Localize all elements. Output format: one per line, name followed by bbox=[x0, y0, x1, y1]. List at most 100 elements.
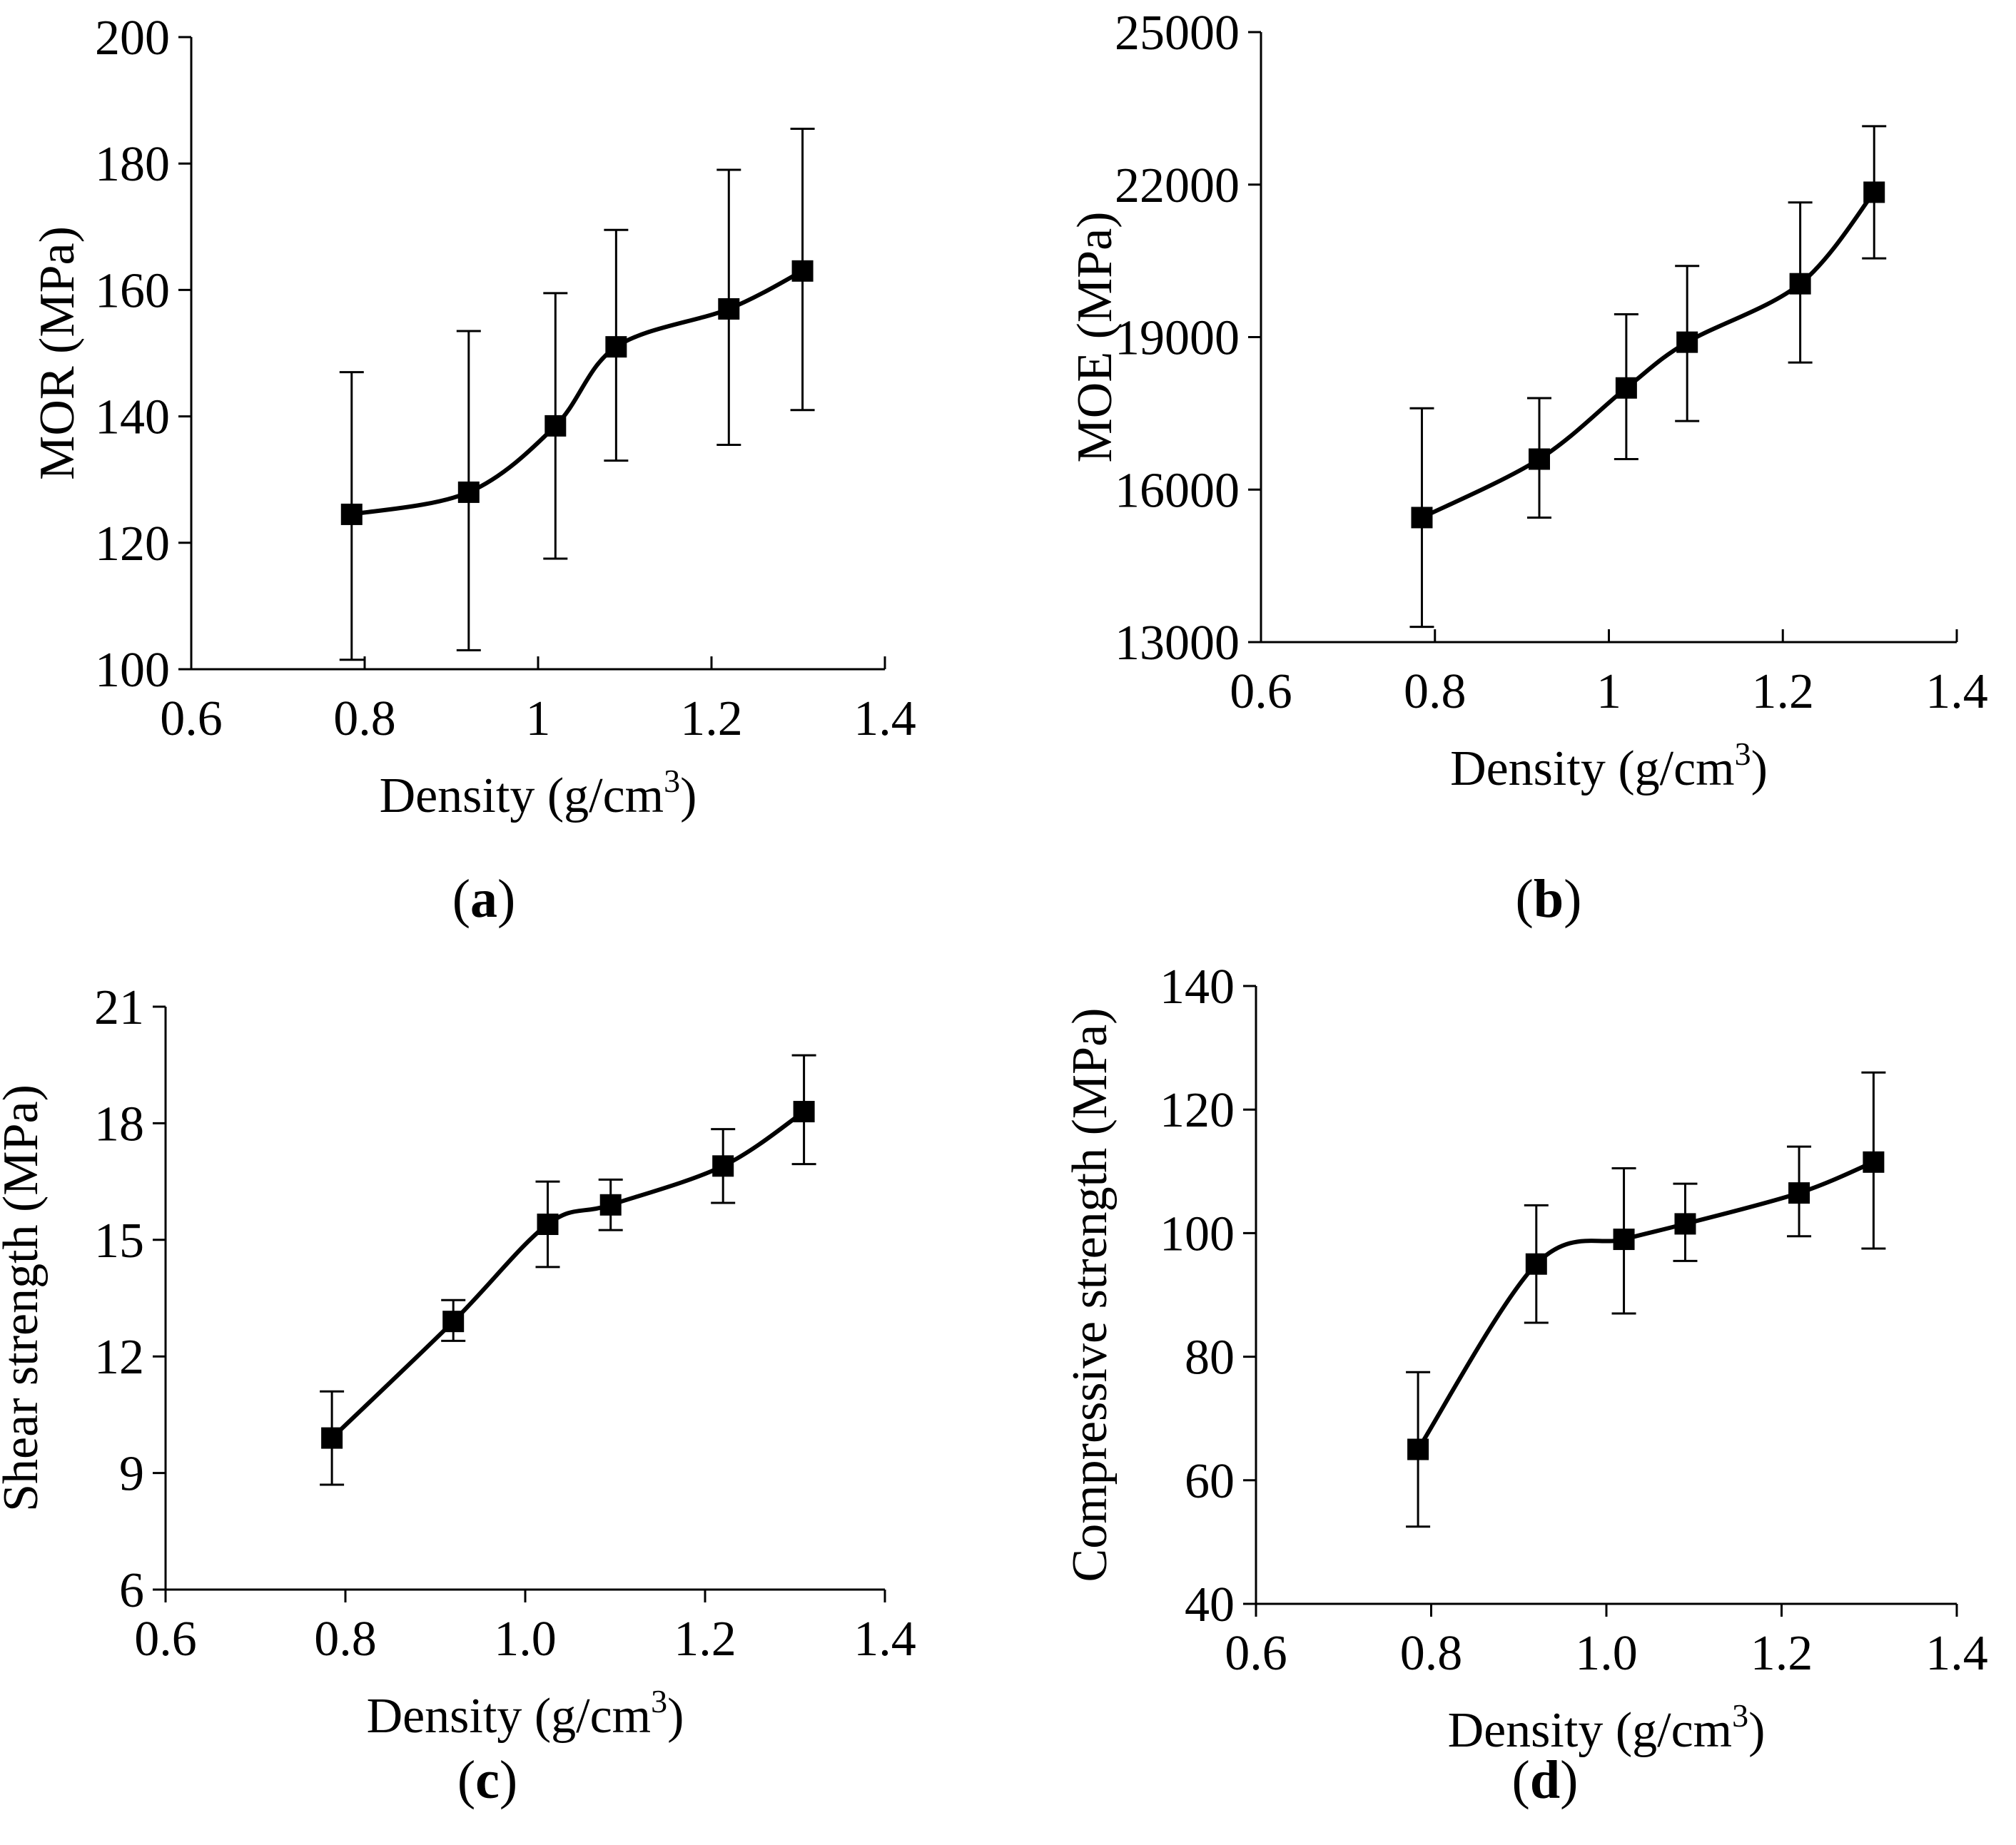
data-point-marker bbox=[599, 1194, 622, 1216]
chart-panel-c: 6 9 12 15 18 21 0.6 0.8 1.0 1.2 1.4 Density (g/cm3)… bbox=[0, 980, 916, 1810]
data-point-marker bbox=[544, 415, 567, 437]
data-point-marker bbox=[1411, 507, 1433, 529]
x-tick-label: 0.8 bbox=[314, 1612, 377, 1667]
y-tick-label: 120 bbox=[95, 517, 170, 571]
x-tick-label: 1.0 bbox=[1575, 1626, 1638, 1681]
data-point-marker bbox=[718, 298, 740, 320]
panel-label-open: ( bbox=[457, 1750, 475, 1810]
y-tick-label: 40 bbox=[1185, 1577, 1235, 1632]
panel-label: (c) bbox=[457, 1750, 517, 1810]
y-tick-label: 16000 bbox=[1115, 463, 1240, 518]
panel-label-open: ( bbox=[1512, 1750, 1530, 1810]
panel-label: (b) bbox=[1516, 869, 1582, 929]
y-tick-label: 80 bbox=[1185, 1331, 1235, 1386]
y-tick-label: 100 bbox=[1160, 1206, 1235, 1261]
panel-label-letter: c bbox=[475, 1750, 500, 1810]
y-axis-title: Compressive strength (MPa) bbox=[1063, 1008, 1118, 1582]
x-tick-label: 0.8 bbox=[1400, 1626, 1463, 1681]
data-point-marker bbox=[1788, 1182, 1810, 1204]
y-tick-label: 200 bbox=[95, 11, 170, 66]
data-point-marker bbox=[442, 1311, 465, 1333]
y-axis-title: MOR (MPa) bbox=[30, 226, 85, 480]
y-tick-label: 6 bbox=[119, 1563, 144, 1618]
y-tick-label: 21 bbox=[94, 980, 144, 1035]
data-point-marker bbox=[1674, 1213, 1696, 1235]
data-point-marker bbox=[791, 260, 814, 282]
y-tick-label: 15 bbox=[94, 1214, 144, 1269]
x-tick-label: 1.2 bbox=[674, 1612, 736, 1667]
data-point-marker bbox=[1863, 1151, 1885, 1173]
x-tick-label: 0.6 bbox=[1225, 1626, 1287, 1681]
panel-label-letter: d bbox=[1530, 1750, 1560, 1810]
y-axis-title: MOE (MPa) bbox=[1068, 212, 1123, 463]
y-tick-label: 25000 bbox=[1115, 6, 1240, 61]
x-tick-label: 1.4 bbox=[853, 691, 916, 746]
chart-panel-a: 100 120 140 160 180 200 0.6 0.8 1 1.2 1.4 Density (… bbox=[30, 11, 916, 929]
x-tick-label: 0.6 bbox=[1230, 664, 1292, 719]
y-tick-label: 140 bbox=[95, 390, 170, 445]
x-tick-label: 1.0 bbox=[494, 1612, 557, 1667]
chart-panel-b: 13000 16000 19000 22000 25000 0.6 0.8 1 1.2 1.4 De… bbox=[1068, 6, 1988, 929]
y-axis-title: Shear strength (MPa) bbox=[0, 1084, 49, 1512]
x-tick-label: 1 bbox=[1596, 664, 1621, 719]
data-point-marker bbox=[1525, 1253, 1547, 1275]
data-point-marker bbox=[1789, 273, 1811, 295]
y-tick-label: 18 bbox=[94, 1097, 144, 1152]
y-tick-label: 12 bbox=[94, 1330, 144, 1385]
x-tick-label: 1.4 bbox=[1925, 664, 1988, 719]
y-tick-label: 13000 bbox=[1115, 616, 1240, 671]
x-axis-title: Density (g/cm3) bbox=[1450, 736, 1768, 796]
data-point-marker bbox=[1613, 1229, 1635, 1251]
x-axis-title-close: ) bbox=[667, 1689, 684, 1744]
data-point-marker bbox=[1863, 181, 1885, 203]
x-tick-label: 0.8 bbox=[333, 691, 396, 746]
x-tick-label: 1.2 bbox=[1752, 664, 1815, 719]
panel-label: (a) bbox=[452, 869, 516, 929]
x-axis-title-sup: 3 bbox=[1735, 736, 1751, 772]
x-axis-title-main: Density (g/cm bbox=[367, 1689, 652, 1744]
y-tick-label: 19000 bbox=[1115, 311, 1240, 366]
panel-label: (d) bbox=[1512, 1750, 1579, 1810]
data-point-marker bbox=[1676, 331, 1698, 353]
panel-label-close: ) bbox=[500, 1750, 517, 1810]
x-axis-title-sup: 3 bbox=[664, 763, 680, 799]
data-point-marker bbox=[1529, 448, 1550, 470]
panel-label-close: ) bbox=[1564, 869, 1581, 929]
data-point-marker bbox=[712, 1155, 734, 1177]
x-axis-title: Density (g/cm3) bbox=[367, 1683, 684, 1744]
panel-label-open: ( bbox=[1516, 869, 1534, 929]
x-axis-title: Density (g/cm3) bbox=[380, 763, 697, 823]
chart-panel-d: 40 60 80 100 120 140 0.6 0.8 1.0 1.2 1.4 Density (g… bbox=[1063, 960, 1988, 1810]
data-point-marker bbox=[340, 503, 363, 525]
data-point-marker bbox=[1615, 377, 1637, 399]
y-tick-label: 100 bbox=[95, 643, 170, 698]
data-point-marker bbox=[605, 336, 627, 358]
data-point-marker bbox=[793, 1101, 815, 1123]
x-axis-title-close: ) bbox=[1748, 1703, 1765, 1758]
panel-label-close: ) bbox=[1560, 1750, 1578, 1810]
x-tick-label: 0.6 bbox=[160, 691, 223, 746]
x-axis-title-main: Density (g/cm bbox=[1450, 741, 1735, 796]
x-axis-title: Density (g/cm3) bbox=[1448, 1697, 1766, 1758]
x-axis-title-main: Density (g/cm bbox=[1448, 1703, 1733, 1758]
series-line bbox=[1421, 190, 1876, 520]
x-tick-label: 0.8 bbox=[1404, 664, 1467, 719]
panel-label-letter: b bbox=[1534, 869, 1564, 929]
x-tick-label: 1.4 bbox=[853, 1612, 916, 1667]
y-tick-label: 140 bbox=[1160, 960, 1235, 1015]
data-point-marker bbox=[321, 1427, 343, 1449]
data-point-marker bbox=[537, 1214, 559, 1236]
y-tick-label: 60 bbox=[1185, 1454, 1235, 1509]
series-line bbox=[1416, 1160, 1875, 1451]
panel-label-open: ( bbox=[452, 869, 470, 929]
x-tick-label: 1.2 bbox=[1751, 1626, 1813, 1681]
x-tick-label: 1.4 bbox=[1925, 1626, 1988, 1681]
data-point-marker bbox=[1407, 1438, 1429, 1460]
y-tick-label: 9 bbox=[119, 1447, 144, 1502]
x-tick-label: 0.6 bbox=[134, 1612, 197, 1667]
x-axis-title-close: ) bbox=[680, 768, 697, 823]
x-axis-title-main: Density (g/cm bbox=[380, 768, 664, 823]
y-tick-label: 180 bbox=[95, 137, 170, 192]
x-tick-label: 1.2 bbox=[680, 691, 743, 746]
